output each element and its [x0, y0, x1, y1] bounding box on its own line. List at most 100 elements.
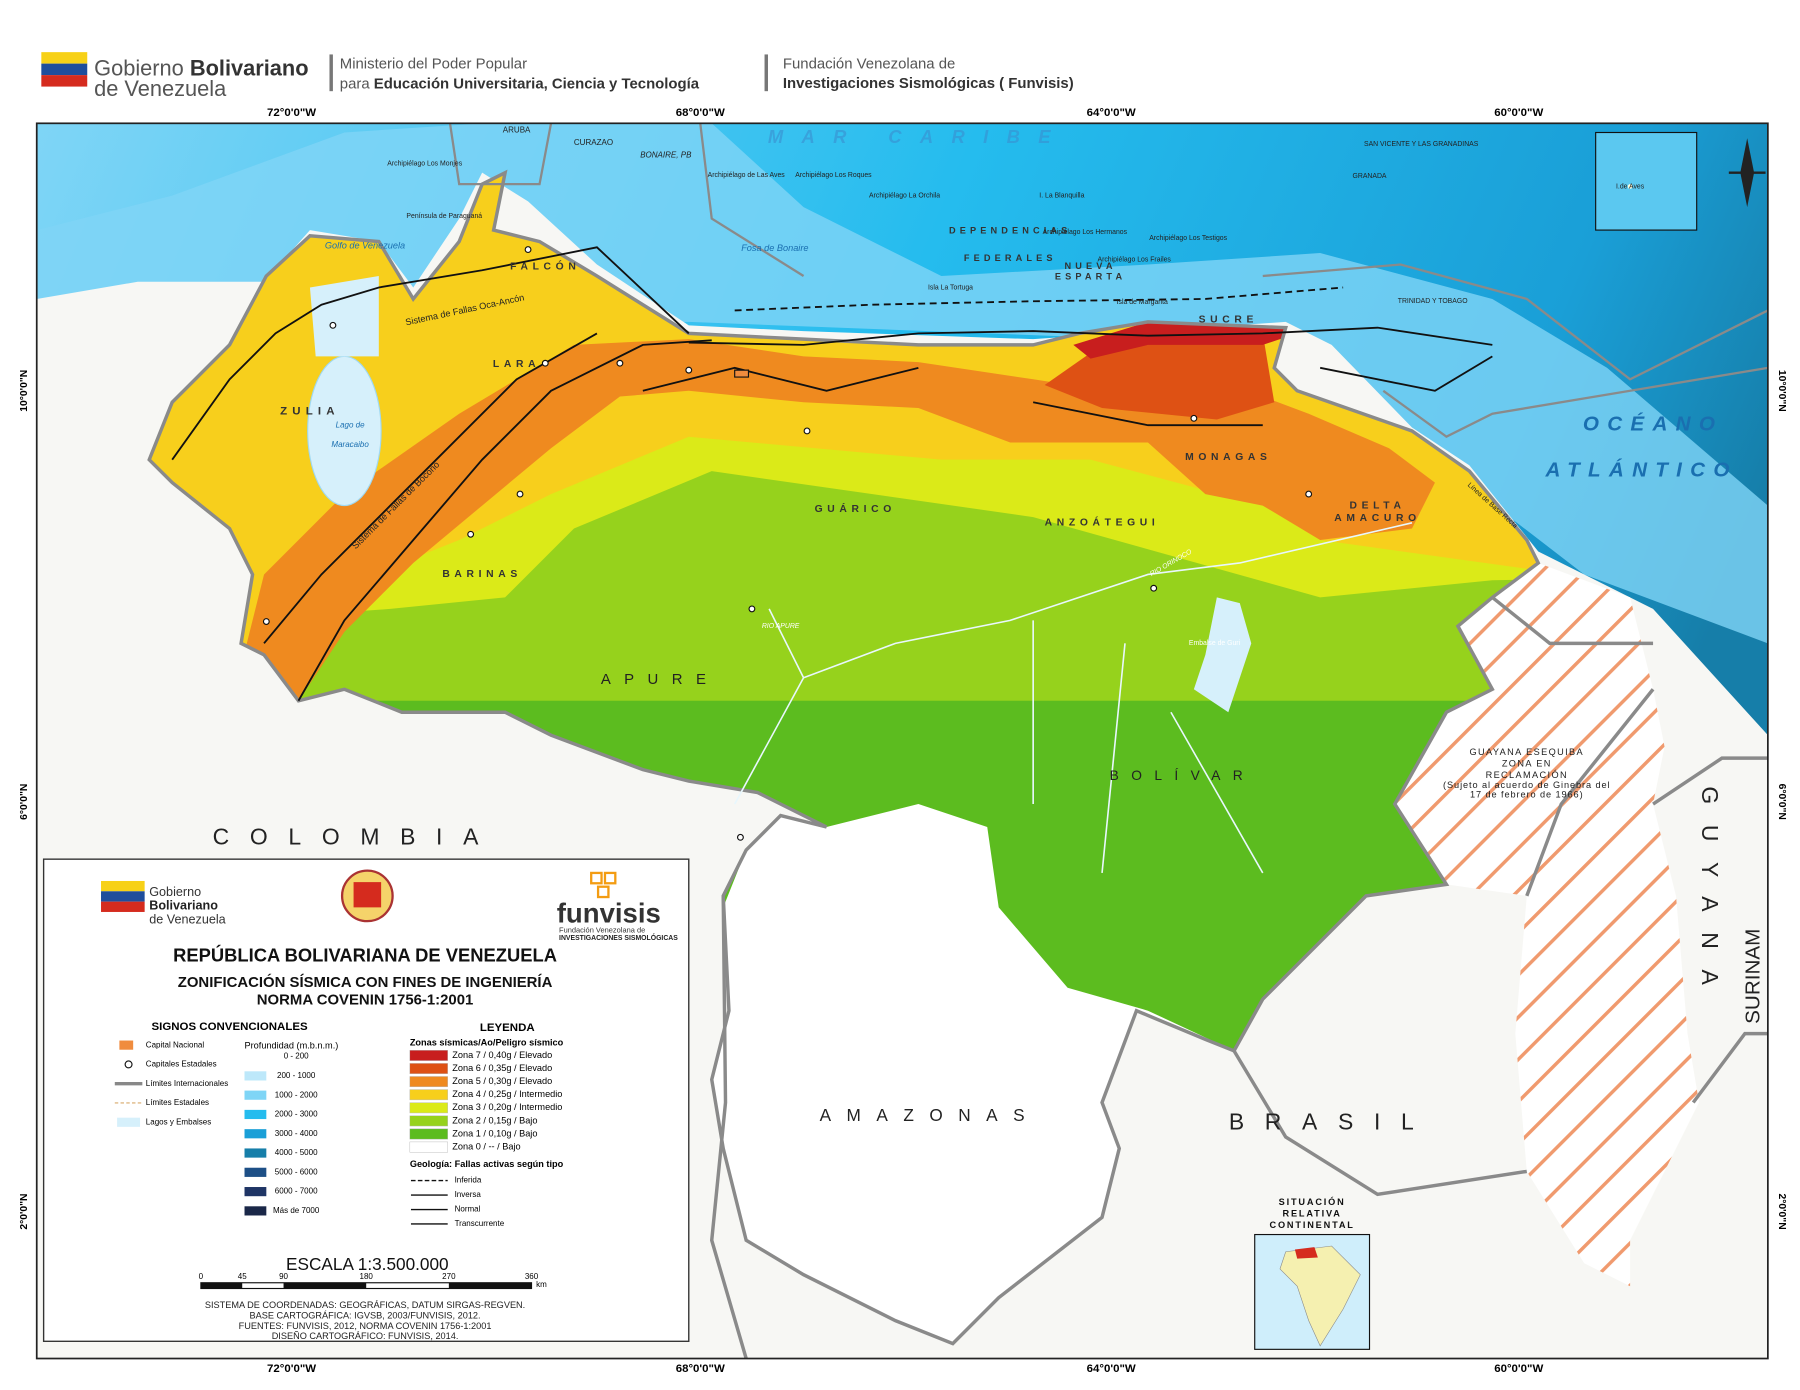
legend-text: REPÚBLICA BOLIVARIANA DE VENEZUELA [173, 945, 557, 966]
legend-text: Inferida [455, 1176, 482, 1185]
depth-swatch [244, 1071, 267, 1081]
latitude-label: 6°0'0"N [1776, 784, 1787, 820]
legend-text: Normal [455, 1205, 481, 1214]
map-label: ANZOÁTEGUI [1045, 516, 1160, 529]
legend-text: BASE CARTOGRÁFICA: IGVSB, 2003/FUNVISIS,… [250, 1310, 481, 1320]
map-label: TRINIDAD Y TOBAGO [1398, 298, 1468, 305]
map-label: SURINAM [1742, 929, 1765, 1024]
legend-text: Profundidad (m.b.n.m.) [245, 1041, 339, 1051]
lake-symbol [117, 1117, 141, 1127]
legend-text: de Venezuela [149, 912, 226, 926]
legend-text: 0 - 200 [284, 1052, 309, 1061]
map-label: BARINAS [442, 569, 522, 580]
map-label: Isla La Tortuga [928, 284, 973, 291]
ministry-text: para Educación Universitaria, Ciencia y … [340, 75, 700, 92]
legend-text: Gobierno [149, 885, 201, 899]
map-label: SAN VICENTE Y LAS GRANADINAS [1364, 141, 1479, 148]
map-label: I. La Blanquilla [1039, 192, 1084, 199]
maritime-limit [448, 123, 1769, 439]
legend-text: Zona 4 / 0,25g / Intermedio [452, 1089, 562, 1099]
map-label: Archipiélago de Las Aves [708, 172, 786, 179]
legend-text: km [536, 1280, 547, 1289]
zone-swatch [409, 1063, 448, 1074]
legend-text: Zona 3 / 0,20g / Intermedio [452, 1102, 562, 1112]
longitude-label: 72°0'0"W [267, 1363, 316, 1375]
map-label: FEDERALES [964, 253, 1057, 263]
north-arrow [1728, 138, 1766, 208]
depth-swatch [244, 1148, 267, 1158]
zone-swatch [409, 1076, 448, 1088]
zone-area [241, 339, 1435, 701]
legend-text: 3000 - 4000 [275, 1129, 318, 1138]
depth-swatch [244, 1167, 267, 1177]
map-label: Península de Paraguaná [406, 213, 482, 220]
longitude-label: 64°0'0"W [1087, 107, 1136, 119]
map-label: FALCÓN [510, 260, 580, 273]
legend-text: funvisis [557, 898, 661, 929]
legend-text: Zonas sísmicas/Ao/Peligro sísmico [410, 1037, 564, 1047]
legend-text: 2000 - 3000 [275, 1110, 318, 1119]
zone-swatch [409, 1089, 448, 1101]
map-label: LARA [493, 359, 540, 370]
map-label: Lago de [336, 420, 366, 429]
legend-text: ESCALA 1:3.500.000 [286, 1254, 449, 1274]
legend-text: Capital Nacional [146, 1040, 205, 1049]
legend-text: Bolivariano [149, 899, 218, 913]
inset-aves [1595, 131, 1698, 231]
map-label: APURE [601, 671, 720, 688]
depth-swatch [244, 1109, 267, 1120]
map-label: RECLAMACIÓN [1486, 770, 1568, 780]
map-label: SITUACIÓN [1279, 1196, 1346, 1207]
legend-text: Transcurrente [455, 1219, 505, 1228]
map-label: DELTA [1349, 500, 1405, 511]
map-label: ARUBA [503, 125, 531, 134]
legend-text: Zona 1 / 0,10g / Bajo [452, 1128, 537, 1138]
legend-text: 5000 - 6000 [275, 1167, 318, 1176]
map-label: ESPARTA [1055, 272, 1126, 282]
zone-swatch [409, 1128, 448, 1140]
zone-swatch [409, 1050, 448, 1061]
legend-text: Límites Estadales [146, 1098, 209, 1107]
zone-swatch [409, 1115, 448, 1127]
map-label: DEPENDENCIAS [949, 226, 1071, 236]
map-label: MAR CARIBE [768, 126, 1069, 147]
zone-swatch [409, 1141, 448, 1153]
map-label: GUÁRICO [815, 502, 896, 515]
zone-swatch [409, 1102, 448, 1114]
legend-text: ZONIFICACIÓN SÍSMICA CON FINES DE INGENI… [178, 973, 553, 991]
map-label: Archipiélago Los Hermanos [1043, 229, 1128, 236]
legend-text: DISEÑO CARTOGRÁFICO: FUNVISIS, 2014. [272, 1331, 459, 1341]
map-label: GUAYANA ESEQUIBA [1470, 747, 1584, 757]
longitude-label: 64°0'0"W [1087, 1363, 1136, 1375]
legend-text: 90 [279, 1272, 288, 1281]
legend-text: 200 - 1000 [277, 1071, 316, 1080]
legend-text: Zona 0 / -- / Bajo [452, 1141, 520, 1151]
map-label: ZULIA [280, 405, 340, 417]
city-markers [262, 246, 1313, 841]
legend-text: 1000 - 2000 [275, 1090, 318, 1099]
latitude-label: 2°0'0"N [19, 1193, 30, 1229]
legend-text: Zona 7 / 0,40g / Elevado [452, 1050, 552, 1060]
map-label: GRANADA [1353, 173, 1387, 180]
legend-text: Límites Internacionales [146, 1079, 228, 1088]
map-label: Archipiélago Los Testigos [1149, 235, 1227, 242]
map-label: OCÉANO [1583, 413, 1723, 436]
state-capital-symbol [124, 1060, 133, 1069]
funvisis-text: Fundación Venezolana de [783, 56, 955, 73]
capital-symbol [119, 1040, 134, 1050]
longitude-label: 60°0'0"W [1494, 107, 1543, 119]
legend-text: 45 [238, 1272, 247, 1281]
header: Gobierno Bolivariano de Venezuela Minist… [41, 52, 1074, 101]
river [733, 522, 1413, 874]
legend-text: 4000 - 5000 [275, 1148, 318, 1157]
map-label: Archipiélago Los Roques [795, 172, 872, 179]
longitude-label: 60°0'0"W [1494, 1363, 1543, 1375]
longitude-label: 68°0'0"W [676, 1363, 725, 1375]
legend-text: 6000 - 7000 [275, 1187, 318, 1196]
map-label: MONAGAS [1185, 452, 1271, 463]
map-label: AMACURO [1334, 513, 1420, 524]
legend-text: Fundación Venezolana de [559, 925, 645, 934]
legend [42, 858, 690, 1342]
legend-text: Zona 6 / 0,35g / Elevado [452, 1063, 552, 1073]
